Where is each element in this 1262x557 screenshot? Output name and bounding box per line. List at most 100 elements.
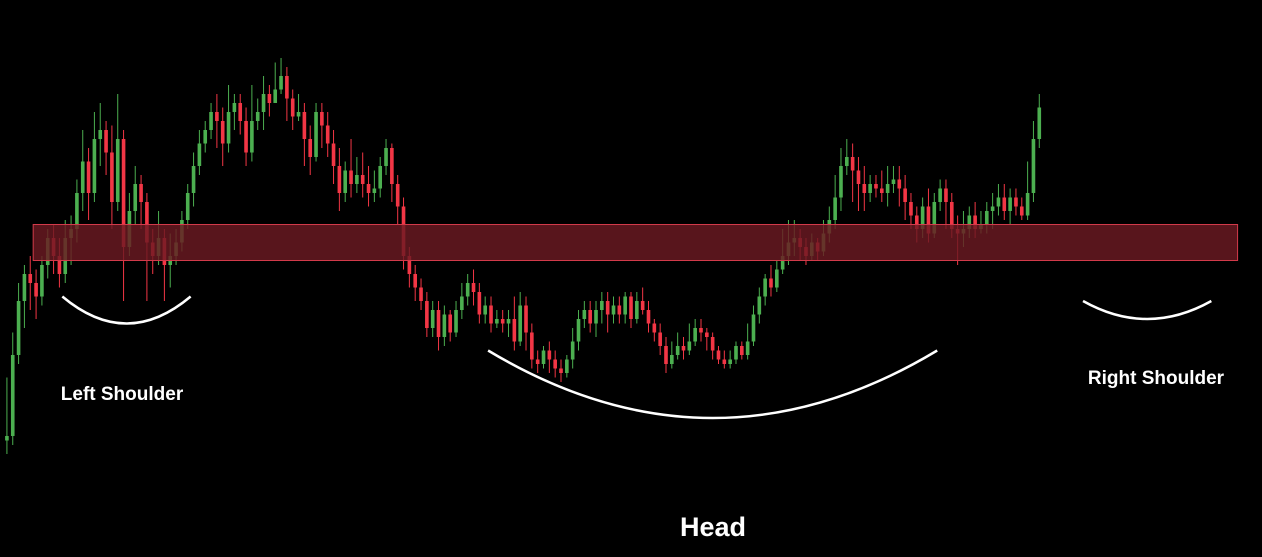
candle-body xyxy=(996,197,1001,207)
candle xyxy=(40,256,44,306)
candle xyxy=(244,107,248,166)
candle xyxy=(938,179,942,211)
neckline-zone xyxy=(32,224,1239,261)
candle-body xyxy=(495,319,499,324)
candle xyxy=(203,121,208,153)
candle-body xyxy=(909,202,913,216)
candle xyxy=(844,139,849,175)
candle-body xyxy=(740,346,744,355)
candle-body xyxy=(75,193,79,229)
candle-body xyxy=(635,301,639,319)
candle-body xyxy=(115,139,120,202)
candle xyxy=(664,337,668,373)
candle xyxy=(710,332,715,360)
candle xyxy=(623,292,627,324)
candle-body xyxy=(244,121,248,153)
candle-body xyxy=(745,341,750,355)
candle xyxy=(1031,121,1036,202)
candle-body xyxy=(92,139,97,193)
candle-body xyxy=(308,139,313,157)
candle xyxy=(314,103,318,162)
candle xyxy=(500,310,505,333)
candle-body xyxy=(769,278,773,288)
candle-body xyxy=(133,184,138,211)
candle-body xyxy=(500,319,505,324)
candle-body xyxy=(314,112,318,157)
candle-body xyxy=(28,274,33,283)
candle-body xyxy=(984,211,989,225)
candle xyxy=(891,166,896,193)
candle xyxy=(290,89,295,130)
candle xyxy=(535,350,540,373)
candle-body xyxy=(897,179,902,189)
candle xyxy=(565,355,569,378)
candle-body xyxy=(1019,206,1024,216)
candle xyxy=(489,296,493,333)
candle-body xyxy=(238,103,243,121)
candle xyxy=(5,377,9,454)
candle-body xyxy=(320,112,324,126)
candle-body xyxy=(681,346,686,351)
candle xyxy=(605,292,610,333)
candle-body xyxy=(926,206,931,234)
candle-body xyxy=(349,170,353,184)
candle xyxy=(238,94,243,135)
candle xyxy=(197,130,202,175)
candle xyxy=(611,296,616,324)
candle-body xyxy=(1002,197,1007,211)
candle-body xyxy=(355,175,359,184)
candle xyxy=(658,323,662,355)
candle xyxy=(594,301,598,337)
candle-body xyxy=(372,188,377,193)
candle-body xyxy=(559,368,563,373)
candle xyxy=(541,346,546,369)
candle-body xyxy=(232,103,237,112)
candle-body xyxy=(524,305,528,333)
candle-body xyxy=(879,188,884,193)
candle xyxy=(687,323,692,355)
candle xyxy=(879,170,884,202)
candle xyxy=(576,310,581,351)
candle-body xyxy=(594,310,598,324)
candle-body xyxy=(530,332,534,360)
left-shoulder-label: Left Shoulder xyxy=(61,384,184,405)
candle xyxy=(670,341,674,369)
candle-body xyxy=(605,301,610,315)
candle xyxy=(990,193,995,229)
candle xyxy=(1019,197,1024,220)
candle-body xyxy=(296,112,301,117)
candle xyxy=(115,94,120,211)
candle-body xyxy=(675,346,680,355)
candle xyxy=(267,85,272,117)
candle xyxy=(454,301,458,337)
candle xyxy=(366,166,371,207)
candle xyxy=(524,296,528,351)
candle xyxy=(751,305,756,346)
candle-body xyxy=(104,130,108,153)
candle-body xyxy=(868,184,872,193)
candle xyxy=(209,103,213,139)
candle-body xyxy=(215,112,219,121)
candle xyxy=(285,67,289,121)
candle-body xyxy=(640,301,645,310)
candle xyxy=(734,341,738,364)
candle-body xyxy=(331,143,336,166)
candle xyxy=(1014,188,1018,216)
candle xyxy=(232,94,237,130)
candle-body xyxy=(658,332,662,346)
candle-body xyxy=(16,301,21,355)
candle-body xyxy=(944,188,948,202)
candle xyxy=(944,179,948,229)
candle xyxy=(378,157,383,198)
candle-body xyxy=(302,112,307,139)
candle xyxy=(104,121,108,175)
candle xyxy=(699,319,703,342)
candle-body xyxy=(541,350,546,364)
candle xyxy=(28,256,33,310)
candle-body xyxy=(407,256,412,274)
candle xyxy=(390,143,394,202)
candle xyxy=(279,58,283,94)
candle-body xyxy=(780,256,785,270)
candle xyxy=(92,112,97,202)
